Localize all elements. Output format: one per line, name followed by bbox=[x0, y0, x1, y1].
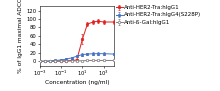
X-axis label: Concentration (ng/ml): Concentration (ng/ml) bbox=[45, 80, 109, 85]
Y-axis label: % of IgG1 maximal ADCC: % of IgG1 maximal ADCC bbox=[18, 0, 23, 73]
Legend: Anti-HER2-Tra:hIgG1, Anti-HER2-Tra:hIgG4(S228P), Anti-ß-Gal:hIgG1: Anti-HER2-Tra:hIgG1, Anti-HER2-Tra:hIgG4… bbox=[116, 5, 201, 25]
